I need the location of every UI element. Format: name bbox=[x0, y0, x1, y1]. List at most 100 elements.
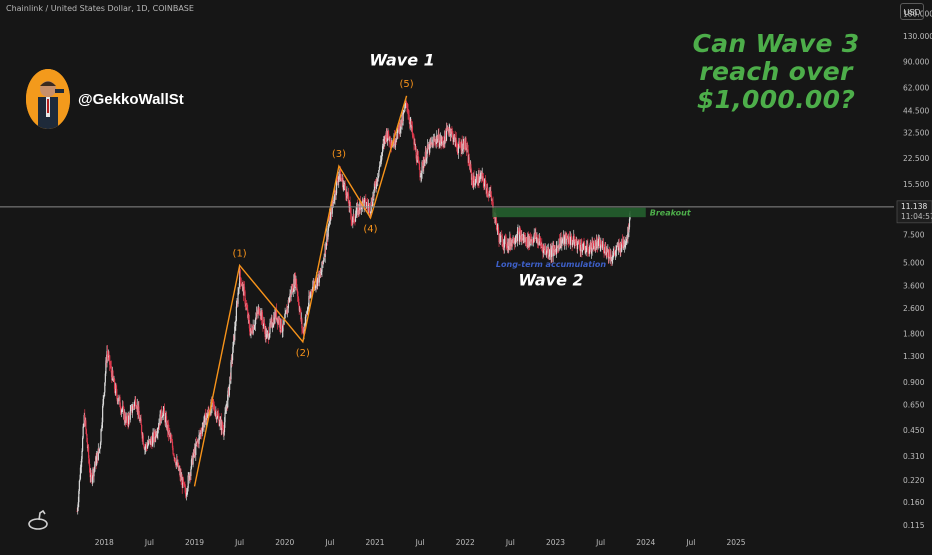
candle-body bbox=[437, 138, 439, 143]
candle-body bbox=[266, 334, 268, 339]
price-tick-label: 3.600 bbox=[903, 281, 925, 290]
wave-count-label: (5) bbox=[400, 79, 414, 90]
candle-body bbox=[189, 473, 191, 480]
time-axis[interactable]: 2018 Jul 2019 Jul 2020 Jul 2021 Jul 2022 Jul 2023 J… bbox=[95, 538, 746, 547]
candle-body bbox=[347, 193, 350, 204]
candle-body bbox=[228, 384, 230, 396]
candle-body bbox=[586, 245, 588, 251]
candle-body bbox=[180, 474, 182, 481]
candle-body bbox=[595, 240, 598, 249]
candle-body bbox=[169, 431, 171, 435]
candle-body bbox=[387, 130, 390, 138]
candle-body bbox=[519, 231, 521, 233]
candle-body bbox=[247, 309, 249, 318]
candle-body bbox=[358, 205, 360, 210]
wave-count-label: (3) bbox=[332, 149, 346, 160]
candle-body bbox=[537, 239, 540, 246]
candle-body bbox=[455, 137, 457, 144]
candle-body bbox=[246, 307, 248, 310]
price-tick-label: 15.500 bbox=[903, 180, 929, 189]
candle-body bbox=[403, 111, 405, 112]
candle-body bbox=[495, 215, 497, 224]
time-tick-label: 2022 bbox=[456, 538, 475, 547]
candle-body bbox=[559, 243, 561, 247]
candle-body bbox=[263, 323, 266, 329]
candle-body bbox=[409, 122, 411, 125]
candle-body bbox=[82, 437, 84, 451]
candle-body bbox=[614, 251, 617, 255]
current-price-value: 11.138 bbox=[901, 202, 927, 211]
candle-body bbox=[419, 169, 421, 178]
candle-body bbox=[281, 330, 283, 332]
candle-body bbox=[288, 297, 291, 303]
candle-body bbox=[237, 288, 240, 293]
candle-body bbox=[580, 242, 582, 252]
candle-body bbox=[306, 310, 308, 315]
currency-button[interactable]: USD bbox=[900, 3, 924, 20]
candle-body bbox=[404, 104, 406, 107]
candle-body bbox=[608, 250, 611, 257]
candle-body bbox=[438, 145, 441, 147]
candle-body bbox=[86, 442, 89, 449]
candle-body bbox=[543, 246, 545, 248]
candle-body bbox=[221, 422, 223, 428]
candle-body bbox=[479, 176, 481, 181]
candle-body bbox=[157, 427, 160, 429]
candle-body bbox=[79, 467, 82, 479]
candle-body bbox=[467, 149, 469, 163]
price-tick-label: 5.000 bbox=[903, 259, 925, 268]
candle-body bbox=[570, 236, 573, 242]
candle-body bbox=[511, 239, 513, 247]
candle-body bbox=[414, 142, 416, 150]
candle-body bbox=[441, 141, 443, 144]
candle-body bbox=[410, 121, 412, 129]
candle-body bbox=[131, 406, 133, 413]
wave-count-label: (4) bbox=[363, 224, 377, 235]
candle-body bbox=[248, 314, 250, 321]
candle-body bbox=[254, 325, 256, 327]
candle-body bbox=[85, 420, 87, 430]
candle-body bbox=[373, 183, 376, 190]
price-axis[interactable]: 180.000 130.000 90.000 62.000 44.500 32.500 22… bbox=[896, 9, 932, 530]
candle-body bbox=[172, 453, 175, 455]
candle-body bbox=[292, 286, 294, 293]
candle-body bbox=[475, 182, 477, 184]
candle-body bbox=[90, 473, 92, 478]
price-tick-label: 0.220 bbox=[903, 476, 925, 485]
candle-body bbox=[429, 141, 431, 153]
candle-body bbox=[255, 312, 258, 318]
candle-body bbox=[116, 388, 118, 396]
candle-body bbox=[77, 502, 79, 508]
candle-body bbox=[574, 241, 576, 246]
candle-body bbox=[200, 431, 202, 433]
candle-body bbox=[615, 245, 618, 251]
candle-body bbox=[99, 448, 101, 450]
candle-body bbox=[169, 434, 171, 439]
time-tick-label: 2020 bbox=[275, 538, 294, 547]
candle-body bbox=[625, 239, 627, 241]
current-price-badge bbox=[896, 200, 932, 224]
candle-body bbox=[453, 135, 455, 141]
candle-body bbox=[203, 415, 206, 423]
candle-body bbox=[610, 254, 612, 261]
candle-body bbox=[324, 243, 326, 258]
candle-layer bbox=[76, 97, 631, 515]
candle-body bbox=[589, 247, 591, 250]
candle-body bbox=[426, 150, 428, 159]
author-handle[interactable]: @GekkoWallSt bbox=[78, 91, 184, 108]
candle-body bbox=[280, 319, 282, 331]
candle-body bbox=[572, 241, 574, 243]
candle-body bbox=[561, 240, 563, 247]
candle-body bbox=[590, 241, 592, 254]
candle-body bbox=[359, 201, 361, 211]
candle-body bbox=[130, 407, 132, 411]
candle-body bbox=[207, 414, 209, 419]
candle-body bbox=[243, 286, 246, 292]
candle-body bbox=[217, 414, 219, 416]
candle-body bbox=[305, 315, 307, 323]
time-tick-label: 2023 bbox=[546, 538, 565, 547]
candle-body bbox=[83, 424, 85, 427]
candle-body bbox=[406, 108, 409, 111]
